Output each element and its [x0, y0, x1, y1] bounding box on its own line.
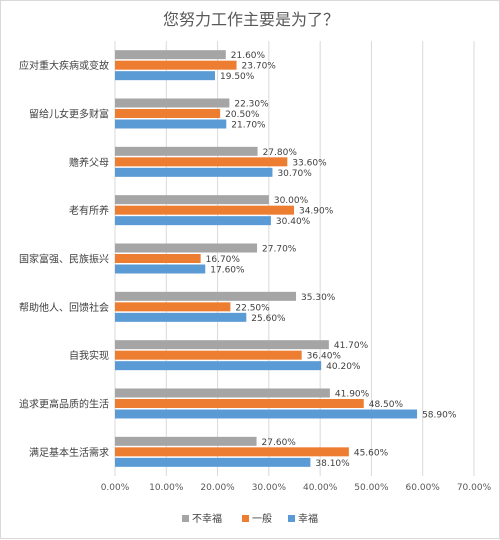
bar	[115, 302, 231, 312]
legend-label: 一般	[252, 512, 272, 525]
legend: 不幸福 一般 幸福	[182, 512, 318, 525]
bar	[115, 399, 364, 408]
bar	[115, 361, 322, 371]
category-label: 国家富强、民族振兴	[19, 253, 109, 266]
data-label: 41.70%	[334, 341, 369, 351]
bar	[115, 119, 227, 129]
category-label: 老有所养	[69, 204, 109, 217]
bar	[115, 146, 258, 156]
legend-swatch	[242, 515, 249, 522]
data-label: 27.70%	[262, 245, 297, 255]
data-label: 23.70%	[242, 62, 277, 72]
data-label: 30.00%	[274, 196, 309, 206]
bar	[115, 254, 201, 263]
x-tick-label: 50.00%	[354, 483, 389, 493]
bar	[115, 157, 288, 167]
data-label: 25.60%	[251, 314, 286, 324]
bar	[115, 388, 330, 398]
legend-label: 幸福	[298, 512, 318, 525]
data-label: 45.60%	[354, 448, 389, 458]
bar	[115, 409, 418, 419]
data-label: 38.10%	[315, 459, 350, 469]
chart-title: 您努力工作主要是为了？	[163, 10, 339, 29]
data-label: 40.20%	[326, 362, 361, 372]
category-label: 帮助他人、回馈社会	[19, 301, 109, 314]
bar	[115, 447, 349, 457]
legend-label: 不幸福	[192, 512, 222, 525]
bar	[115, 71, 216, 81]
data-label: 35.30%	[301, 293, 336, 303]
x-tick-label: 70.00%	[457, 483, 492, 493]
data-label: 22.50%	[235, 303, 270, 313]
bar	[115, 312, 247, 322]
bar	[115, 167, 273, 177]
category-label: 留给儿女更多财富	[29, 108, 109, 121]
labels-layer: 21.60%23.70%19.50% 22.30%20.50%21.70% 27.8…	[206, 51, 457, 469]
x-tick-label: 40.00%	[303, 483, 338, 493]
legend-swatch	[182, 515, 189, 522]
data-label: 21.60%	[231, 51, 266, 61]
x-tick-label: 60.00%	[406, 483, 441, 493]
bar	[115, 98, 230, 108]
data-label: 17.60%	[210, 266, 245, 276]
data-label: 19.50%	[220, 72, 255, 82]
legend-swatch	[288, 515, 295, 522]
data-label: 21.70%	[231, 121, 266, 131]
bar	[115, 243, 258, 253]
bar	[115, 50, 226, 60]
data-label: 48.50%	[369, 400, 404, 410]
bar	[115, 264, 206, 274]
bar	[115, 436, 257, 446]
bar	[115, 195, 269, 205]
data-label: 22.30%	[234, 100, 269, 110]
bar	[115, 205, 294, 215]
category-label: 满足基本生活需求	[29, 446, 109, 459]
category-label: 应对重大疾病或变故	[19, 59, 109, 72]
x-tick-label: 30.00%	[252, 483, 287, 493]
bar	[115, 109, 221, 118]
category-labels: 应对重大疾病或变故留给儿女更多财富赡养父母老有所养国家富强、民族振兴帮助他人、回…	[19, 59, 109, 459]
data-label: 27.80%	[263, 148, 298, 158]
x-axis-ticks: 0.00% 10.00% 20.00% 30.00% 40.00% 50.00% 60.00…	[101, 483, 492, 493]
bar	[115, 340, 329, 350]
x-tick-label: 0.00%	[101, 483, 130, 493]
category-label: 赡养父母	[69, 156, 109, 169]
bar	[115, 216, 271, 226]
data-label: 30.70%	[277, 169, 312, 179]
data-label: 30.40%	[276, 217, 311, 227]
data-label: 16.70%	[206, 255, 241, 265]
data-label: 41.90%	[335, 390, 370, 400]
x-tick-label: 20.00%	[200, 483, 235, 493]
category-label: 自我实现	[69, 349, 109, 362]
data-label: 33.60%	[292, 158, 327, 168]
bar	[115, 291, 297, 301]
data-label: 20.50%	[225, 110, 260, 120]
x-tick-label: 10.00%	[149, 483, 184, 493]
bar	[115, 457, 311, 467]
bar	[115, 60, 237, 70]
bar	[115, 350, 302, 360]
data-label: 58.90%	[422, 411, 457, 421]
data-label: 27.60%	[262, 438, 297, 448]
data-label: 36.40%	[307, 352, 342, 362]
bars-layer	[115, 50, 418, 467]
category-label: 追求更高品质的生活	[19, 398, 109, 411]
data-label: 34.90%	[299, 207, 334, 217]
